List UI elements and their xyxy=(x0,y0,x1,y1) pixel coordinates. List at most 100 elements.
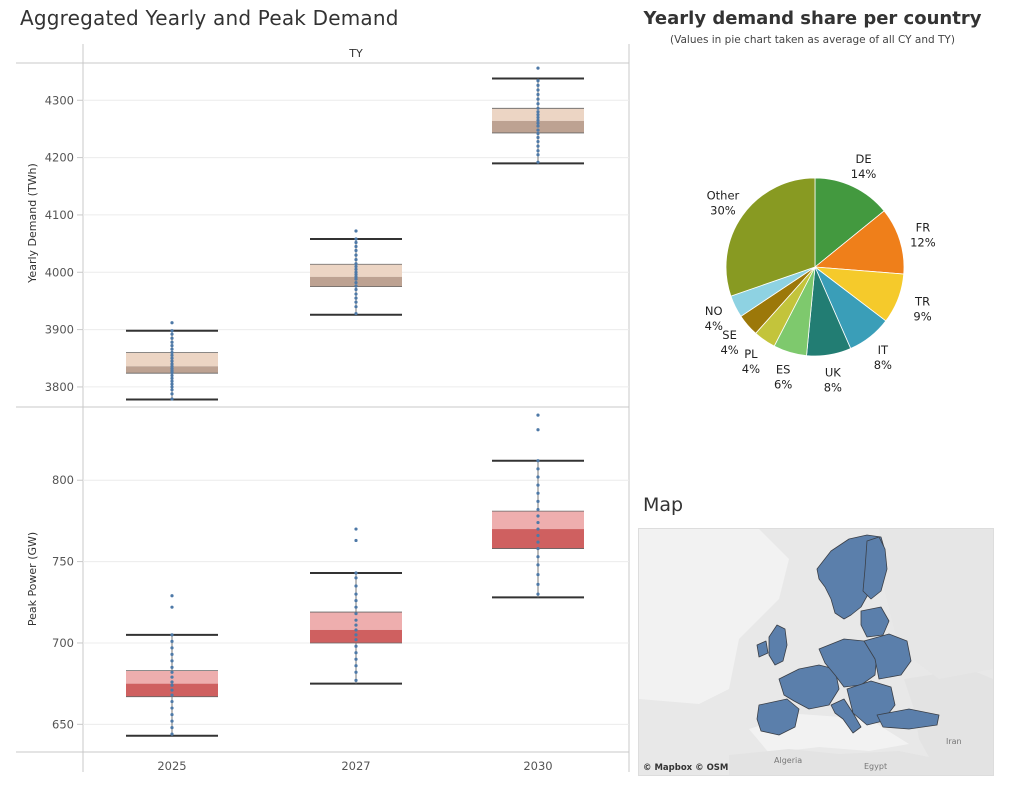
data-point xyxy=(354,258,358,262)
data-point xyxy=(170,385,174,389)
data-point xyxy=(536,467,540,471)
map-africa-land xyxy=(729,749,939,775)
data-point xyxy=(354,678,358,682)
y-tick-label: 800 xyxy=(52,473,74,487)
main-title: Aggregated Yearly and Peak Demand xyxy=(20,6,399,30)
data-point xyxy=(170,725,174,730)
data-point xyxy=(354,657,358,661)
pie-label-name: TR xyxy=(914,294,930,308)
box-upper xyxy=(492,511,584,530)
europe-map[interactable]: Algeria Egypt Iran © Mapbox © OSM xyxy=(639,529,993,775)
map-central xyxy=(818,638,878,688)
data-point xyxy=(536,563,540,567)
data-point xyxy=(536,573,540,577)
data-point xyxy=(354,272,358,277)
data-point xyxy=(170,373,174,378)
data-point xyxy=(354,644,358,648)
data-point xyxy=(354,311,358,316)
data-point xyxy=(170,347,174,351)
data-point xyxy=(536,66,540,70)
data-point xyxy=(536,106,540,110)
data-point xyxy=(354,571,358,575)
y-tick-label: 700 xyxy=(52,636,74,650)
data-point xyxy=(354,280,358,285)
data-point xyxy=(354,592,358,596)
pie-label-pct: 30% xyxy=(710,203,736,217)
map-panel[interactable]: Algeria Egypt Iran © Mapbox © OSM xyxy=(638,528,994,776)
data-point xyxy=(170,366,174,371)
data-point xyxy=(536,491,540,495)
data-point xyxy=(170,675,174,679)
data-point xyxy=(536,160,540,164)
data-point xyxy=(170,364,174,368)
pie-label-pct: 4% xyxy=(705,319,723,333)
pie-label-name: DE xyxy=(856,152,872,166)
data-point xyxy=(170,321,174,325)
data-point xyxy=(354,576,358,580)
data-point xyxy=(170,670,174,674)
x-tick-label: 2030 xyxy=(523,759,552,773)
x-tick-label: 2027 xyxy=(341,759,370,773)
data-point xyxy=(170,683,174,687)
data-point xyxy=(536,128,540,132)
box-plot-frame xyxy=(16,44,630,772)
data-point xyxy=(354,292,358,296)
map-sea xyxy=(639,529,789,704)
peak-power-axis-label: Peak Power (GW) xyxy=(26,532,39,626)
y-tick-label: 4200 xyxy=(45,151,74,165)
pie-label-name: SE xyxy=(722,328,737,342)
data-point xyxy=(536,102,540,106)
data-point xyxy=(170,332,174,336)
box-plot-marks xyxy=(126,66,584,737)
data-point xyxy=(170,376,174,380)
data-point xyxy=(536,88,540,92)
data-point xyxy=(354,248,358,253)
data-point xyxy=(536,540,540,544)
data-point xyxy=(536,459,540,463)
data-point xyxy=(170,379,174,383)
data-point xyxy=(170,639,174,643)
pie-label-name: FR xyxy=(916,220,931,234)
pie-label-pct: 4% xyxy=(742,362,760,376)
pie-chart-title: Yearly demand share per country xyxy=(643,8,982,29)
box-plot-chart: 3800 3900 4000 4100 4200 4300 650 700 750 800 2025… xyxy=(16,44,630,773)
data-point xyxy=(354,664,358,668)
data-point xyxy=(536,131,540,136)
data-point xyxy=(354,267,358,271)
data-point xyxy=(354,538,358,543)
pie-label-name: Other xyxy=(707,188,740,202)
data-point xyxy=(354,605,358,609)
data-point xyxy=(354,277,358,281)
pie-chart-subtitle: (Values in pie chart taken as average of… xyxy=(670,34,955,46)
data-point xyxy=(170,388,174,392)
data-point xyxy=(170,397,174,401)
y-tick-label: 4000 xyxy=(45,265,74,279)
data-point xyxy=(170,353,174,357)
data-point xyxy=(354,633,358,637)
map-east xyxy=(863,633,912,680)
data-point xyxy=(170,732,174,736)
data-point xyxy=(170,594,174,598)
map-attribution[interactable]: © Mapbox © OSM xyxy=(643,763,728,773)
map-turkey xyxy=(876,708,940,730)
map-label: Algeria xyxy=(774,756,802,765)
data-point xyxy=(354,623,358,627)
data-point xyxy=(536,413,540,417)
data-point xyxy=(536,533,540,538)
map-ireland xyxy=(756,640,769,658)
map-label: Iran xyxy=(946,737,962,746)
data-point xyxy=(354,670,358,674)
y-tick-label: 3800 xyxy=(45,380,74,394)
data-point xyxy=(536,110,540,114)
data-point xyxy=(536,121,540,125)
map-title: Map xyxy=(643,494,684,516)
data-point xyxy=(354,287,358,292)
pie-label-pct: 14% xyxy=(851,167,877,181)
data-point xyxy=(536,124,540,128)
pie-label-name: UK xyxy=(825,366,841,380)
data-point xyxy=(354,584,358,588)
data-point xyxy=(536,97,540,101)
map-italy xyxy=(830,698,862,734)
y-tick-label: 3900 xyxy=(45,323,74,337)
pie-label-name: ES xyxy=(776,362,791,376)
